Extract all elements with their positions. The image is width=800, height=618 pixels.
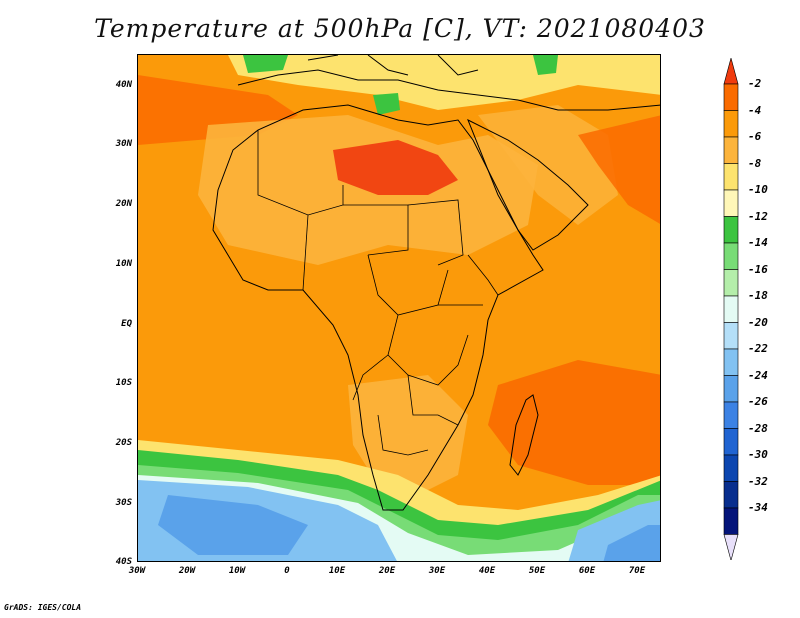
lat-tick-20s: 20S xyxy=(100,438,132,448)
temperature-map xyxy=(137,54,661,562)
credit-text: GrADS: IGES/COLA xyxy=(4,603,81,612)
colorbar-label: -2 xyxy=(748,77,761,90)
colorbar-label: -26 xyxy=(748,395,768,408)
colorbar-label: -4 xyxy=(748,104,761,117)
colorbar-box xyxy=(724,376,738,403)
colorbar-box xyxy=(724,508,738,535)
lon-tick-20w: 20W xyxy=(167,566,207,576)
lon-tick-10e: 10E xyxy=(317,566,357,576)
colorbar-label: -22 xyxy=(748,342,768,355)
colorbar-box xyxy=(724,429,738,456)
colorbar-box xyxy=(724,190,738,217)
lat-tick-20n: 20N xyxy=(100,199,132,209)
colorbar-top-triangle xyxy=(724,58,738,84)
colorbar-box xyxy=(724,111,738,138)
colorbar-box xyxy=(724,243,738,270)
colorbar-box xyxy=(724,137,738,164)
lon-tick-0: 0 xyxy=(267,566,307,576)
colorbar-box xyxy=(724,270,738,297)
colorbar-box xyxy=(724,217,738,244)
colorbar-label: -6 xyxy=(748,130,761,143)
colorbar-box xyxy=(724,323,738,350)
colorbar-label: -16 xyxy=(748,263,768,276)
lat-tick-10n: 10N xyxy=(100,259,132,269)
colorbar-label: -8 xyxy=(748,157,761,170)
colorbar-label: -18 xyxy=(748,289,768,302)
lon-tick-30e: 30E xyxy=(417,566,457,576)
lon-tick-70e: 70E xyxy=(617,566,657,576)
colorbar-box xyxy=(724,164,738,191)
colorbar-label: -10 xyxy=(748,183,768,196)
colorbar-box xyxy=(724,296,738,323)
colorbar xyxy=(720,58,742,560)
colorbar-box xyxy=(724,455,738,482)
lon-tick-20e: 20E xyxy=(367,566,407,576)
colorbar-label: -30 xyxy=(748,448,768,461)
colorbar-label: -34 xyxy=(748,501,768,514)
colorbar-box xyxy=(724,482,738,509)
colorbar-label: -32 xyxy=(748,475,768,488)
lon-tick-30w: 30W xyxy=(117,566,157,576)
lon-tick-50e: 50E xyxy=(517,566,557,576)
temperature-field xyxy=(138,55,661,562)
lon-tick-10w: 10W xyxy=(217,566,257,576)
lat-tick-30n: 30N xyxy=(100,139,132,149)
colorbar-label: -28 xyxy=(748,422,768,435)
lat-tick-30s: 30S xyxy=(100,498,132,508)
lat-tick-eq: EQ xyxy=(100,319,132,329)
colorbar-box xyxy=(724,84,738,111)
lon-tick-60e: 60E xyxy=(567,566,607,576)
lat-tick-10s: 10S xyxy=(100,378,132,388)
colorbar-label: -24 xyxy=(748,369,768,382)
colorbar-box xyxy=(724,402,738,429)
lon-tick-40e: 40E xyxy=(467,566,507,576)
colorbar-label: -20 xyxy=(748,316,768,329)
lat-tick-40n: 40N xyxy=(100,80,132,90)
colorbar-label: -14 xyxy=(748,236,768,249)
colorbar-box xyxy=(724,349,738,376)
map-title: Temperature at 500hPa [C], VT: 202108040… xyxy=(0,14,800,43)
colorbar-label: -12 xyxy=(748,210,768,223)
colorbar-bottom-triangle xyxy=(724,535,738,561)
